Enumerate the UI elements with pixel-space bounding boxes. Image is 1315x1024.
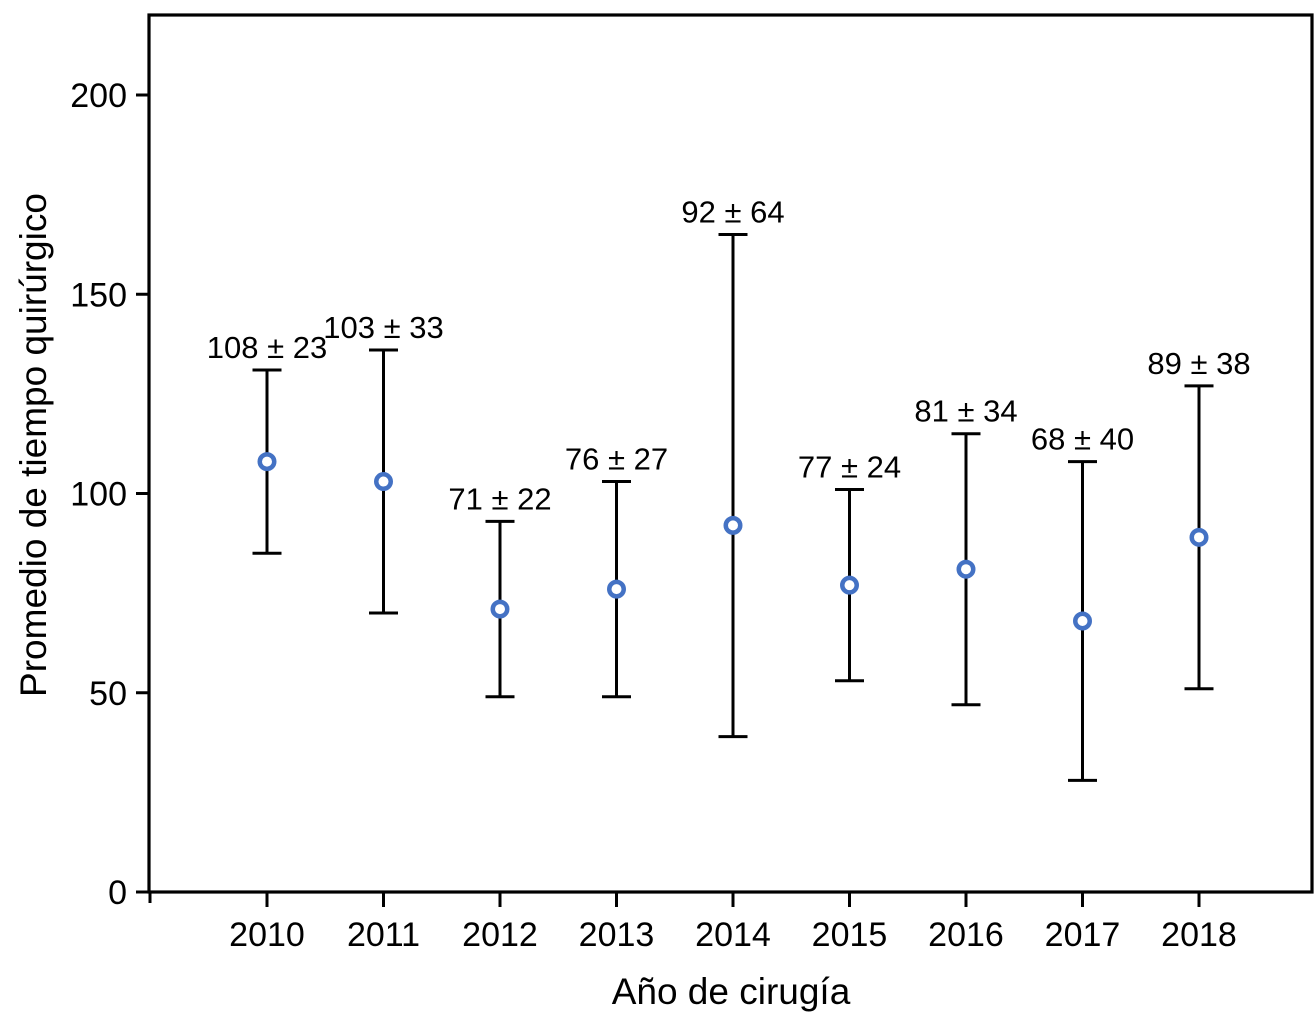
y-tick-label: 150 (70, 276, 127, 314)
value-label: 68 ± 40 (1031, 422, 1134, 457)
y-tick-label: 100 (70, 476, 127, 514)
y-tick-label: 50 (89, 675, 127, 713)
value-label: 77 ± 24 (798, 450, 901, 485)
y-tick-label: 0 (108, 874, 127, 912)
mean-marker (723, 515, 743, 535)
plot-area: 0 50 100 150 200 2010 2011 2012 2013 2014 2015 2016… (70, 13, 1314, 954)
x-tick-label: 2018 (1161, 916, 1237, 954)
mean-marker (257, 452, 277, 472)
mean-marker (1073, 611, 1092, 631)
x-tick-label: 2012 (462, 916, 538, 954)
value-label: 71 ± 22 (448, 481, 551, 516)
value-label: 89 ± 38 (1147, 346, 1250, 381)
x-tick-label: 2016 (928, 916, 1004, 954)
mean-marker (607, 579, 626, 599)
mean-marker (1189, 527, 1209, 547)
x-tick-label: 2013 (579, 916, 655, 954)
x-tick-label: 2010 (229, 916, 305, 954)
x-axis-title: Año de cirugía (612, 971, 851, 1012)
mean-marker (840, 575, 859, 595)
value-label: 81 ± 34 (914, 394, 1017, 429)
x-tick-label: 2011 (347, 916, 420, 954)
mean-marker (956, 559, 976, 579)
mean-marker (490, 599, 510, 619)
plot-frame (147, 13, 1314, 894)
value-label: 76 ± 27 (565, 442, 668, 477)
y-tick-label: 200 (70, 77, 127, 115)
value-label: 103 ± 33 (323, 310, 443, 345)
x-tick-label: 2015 (812, 916, 888, 954)
x-tick-label: 2017 (1045, 916, 1121, 954)
y-axis-title: Promedio de tiempo quirúrgico (13, 193, 54, 697)
value-label: 108 ± 23 (207, 330, 327, 365)
x-tick-label: 2014 (695, 916, 771, 954)
value-label: 92 ± 64 (681, 194, 784, 229)
mean-marker (374, 472, 393, 492)
